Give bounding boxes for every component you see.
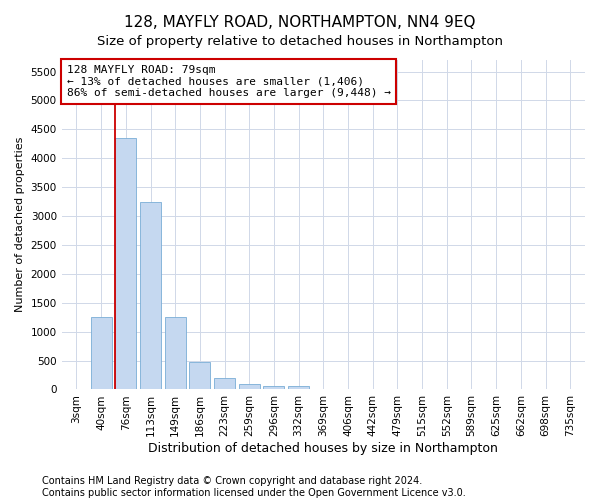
Bar — [165, 317, 186, 390]
Bar — [239, 384, 260, 390]
Bar — [91, 317, 112, 390]
Bar — [214, 378, 235, 390]
X-axis label: Distribution of detached houses by size in Northampton: Distribution of detached houses by size … — [148, 442, 498, 455]
Text: 128 MAYFLY ROAD: 79sqm
← 13% of detached houses are smaller (1,406)
86% of semi-: 128 MAYFLY ROAD: 79sqm ← 13% of detached… — [67, 65, 391, 98]
Text: Size of property relative to detached houses in Northampton: Size of property relative to detached ho… — [97, 35, 503, 48]
Text: 128, MAYFLY ROAD, NORTHAMPTON, NN4 9EQ: 128, MAYFLY ROAD, NORTHAMPTON, NN4 9EQ — [124, 15, 476, 30]
Bar — [190, 362, 211, 390]
Y-axis label: Number of detached properties: Number of detached properties — [15, 137, 25, 312]
Bar — [140, 202, 161, 390]
Bar — [115, 138, 136, 390]
Bar — [288, 386, 309, 390]
Bar — [263, 386, 284, 390]
Text: Contains HM Land Registry data © Crown copyright and database right 2024.
Contai: Contains HM Land Registry data © Crown c… — [42, 476, 466, 498]
